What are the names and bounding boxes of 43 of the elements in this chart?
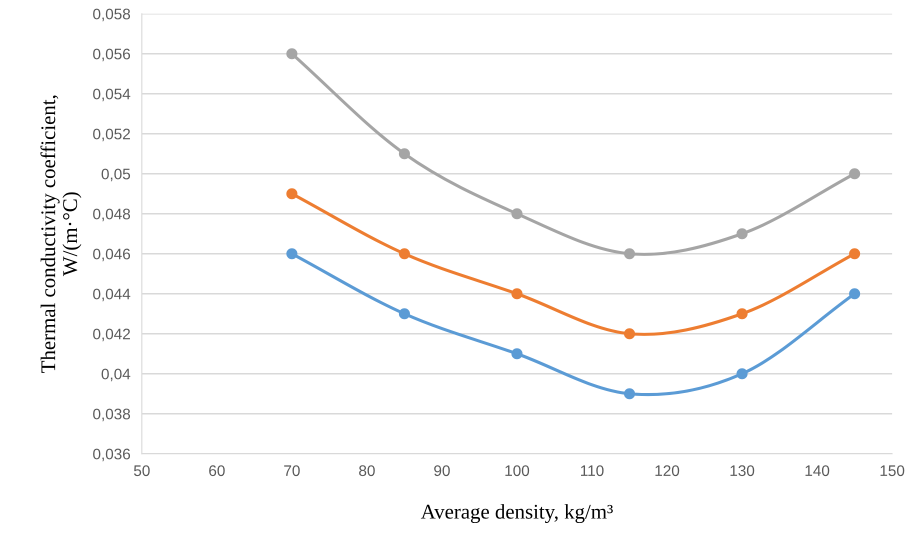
y-tick-label: 0,058 bbox=[93, 8, 130, 22]
x-tick-label: 80 bbox=[359, 465, 375, 476]
x-axis-title: Average density, kg/m³ bbox=[420, 504, 613, 524]
point bbox=[286, 188, 298, 200]
point bbox=[624, 248, 636, 260]
y-tick-label: 0,05 bbox=[102, 168, 130, 182]
point bbox=[398, 248, 410, 260]
point bbox=[511, 288, 523, 300]
point bbox=[849, 248, 860, 260]
point bbox=[849, 288, 860, 300]
y-tick-label: 0,056 bbox=[93, 48, 130, 62]
x-tick-label: 110 bbox=[580, 465, 604, 476]
point bbox=[849, 168, 860, 180]
point bbox=[398, 148, 410, 160]
y-tick-label: 0,046 bbox=[93, 248, 130, 262]
y-tick-label: 0,042 bbox=[93, 328, 130, 342]
x-tick-label: 70 bbox=[284, 465, 300, 476]
x-tick-label: 150 bbox=[880, 465, 904, 476]
x-tick-label: 100 bbox=[505, 465, 530, 476]
point bbox=[624, 388, 636, 400]
x-tick-label: 140 bbox=[806, 465, 830, 476]
x-tick-label: 60 bbox=[209, 465, 225, 476]
y-tick-label: 0,054 bbox=[93, 88, 130, 102]
point bbox=[511, 208, 523, 220]
y-tick-label: 0,044 bbox=[93, 288, 130, 302]
point bbox=[736, 228, 748, 240]
x-tick-label: 90 bbox=[434, 465, 450, 476]
point bbox=[624, 328, 636, 340]
x-tick-label: 130 bbox=[730, 465, 754, 476]
point bbox=[736, 308, 748, 320]
y-tick-label: 0,036 bbox=[93, 448, 130, 462]
point bbox=[398, 308, 410, 320]
y-tick-label: 0,048 bbox=[93, 208, 130, 222]
y-tick-label: 0,038 bbox=[93, 408, 130, 422]
x-tick-label: 120 bbox=[655, 465, 680, 476]
y-tick-label: 0,04 bbox=[102, 368, 130, 382]
y-axis-title: Thermal conductivity coefficient, W/(m·°C) bbox=[40, 96, 82, 373]
point bbox=[286, 48, 298, 60]
point bbox=[736, 368, 748, 380]
x-tick-label: 50 bbox=[134, 465, 150, 476]
y-tick-label: 0,052 bbox=[93, 128, 130, 142]
point bbox=[286, 248, 298, 260]
point bbox=[511, 348, 523, 360]
